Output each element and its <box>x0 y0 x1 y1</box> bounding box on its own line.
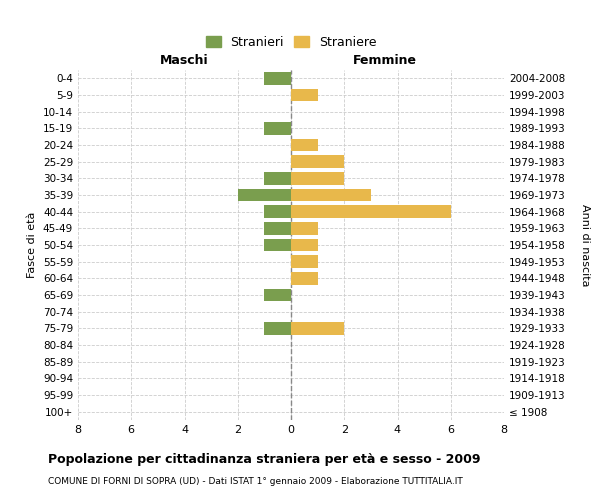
Y-axis label: Anni di nascita: Anni di nascita <box>580 204 589 286</box>
Bar <box>291 239 317 251</box>
Bar <box>265 239 291 251</box>
Text: COMUNE DI FORNI DI SOPRA (UD) - Dati ISTAT 1° gennaio 2009 - Elaborazione TUTTIT: COMUNE DI FORNI DI SOPRA (UD) - Dati IST… <box>48 478 463 486</box>
Bar <box>291 272 317 284</box>
Bar <box>291 206 451 218</box>
Bar <box>265 289 291 301</box>
Bar <box>291 172 344 184</box>
Bar <box>265 222 291 234</box>
Bar <box>265 72 291 85</box>
Bar <box>291 188 371 201</box>
Bar <box>238 188 291 201</box>
Text: Femmine: Femmine <box>353 54 417 66</box>
Bar <box>265 172 291 184</box>
Bar <box>291 256 317 268</box>
Bar <box>265 122 291 134</box>
Text: Maschi: Maschi <box>160 54 209 66</box>
Y-axis label: Fasce di età: Fasce di età <box>28 212 37 278</box>
Text: Popolazione per cittadinanza straniera per età e sesso - 2009: Popolazione per cittadinanza straniera p… <box>48 452 481 466</box>
Bar <box>265 322 291 334</box>
Bar <box>291 156 344 168</box>
Bar <box>291 322 344 334</box>
Legend: Stranieri, Straniere: Stranieri, Straniere <box>200 31 382 54</box>
Bar <box>291 222 317 234</box>
Bar <box>291 89 317 101</box>
Bar <box>265 206 291 218</box>
Bar <box>291 138 317 151</box>
